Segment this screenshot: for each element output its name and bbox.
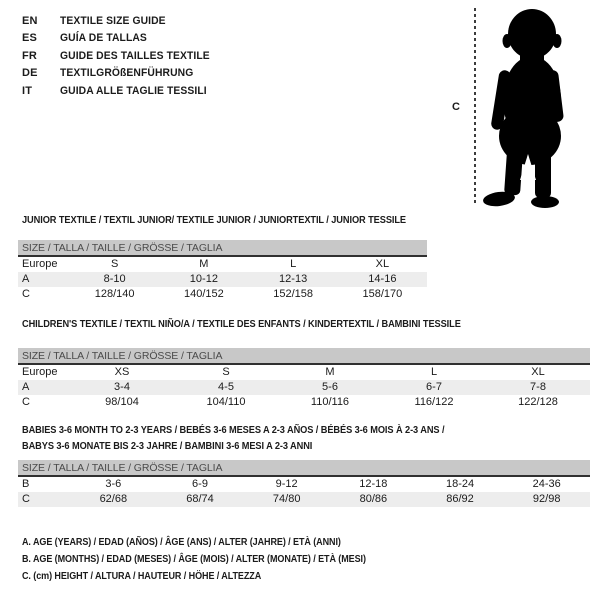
age-cell: 24-36 — [532, 478, 561, 490]
height-cell: 86/92 — [446, 493, 474, 505]
age-cell: 18-24 — [445, 478, 475, 490]
guide-title-fr: GUIDE DES TAILLES TEXTILE — [60, 49, 210, 62]
table-row-europe: Europe XS S M L XL — [18, 365, 590, 380]
note-height-cm: C. (cm) HEIGHT / ALTURA / HAUTEUR / HÖHE… — [22, 570, 262, 582]
size-cell: S — [222, 366, 230, 378]
language-row-fr: FR GUIDE DES TAILLES TEXTILE — [22, 47, 219, 65]
section-title-children: CHILDREN'S TEXTILE / TEXTIL NIÑO/A / TEX… — [22, 318, 461, 330]
language-row-de: DE TEXTILGRÖßENFÜHRUNG — [22, 65, 219, 83]
table-row-height: C 128/140 140/152 152/158 158/170 — [18, 287, 427, 302]
age-cell: 7-8 — [530, 381, 546, 393]
row-label: A — [22, 381, 30, 393]
guide-title-de: TEXTILGRÖßENFÜHRUNG — [60, 67, 194, 80]
size-cell: L — [430, 366, 438, 378]
height-cell: 128/140 — [94, 288, 135, 300]
table-row-height: C 98/104 104/110 110/116 116/122 122/128 — [18, 395, 590, 410]
toddler-silhouette-icon — [483, 9, 564, 208]
age-cell: 6-9 — [192, 478, 208, 490]
guide-title-en: TEXTILE SIZE GUIDE — [60, 14, 166, 27]
table-row-age: A 8-10 10-12 12-13 14-16 — [18, 272, 427, 287]
language-row-es: ES GUÍA DE TALLAS — [22, 30, 219, 48]
row-label: C — [22, 288, 30, 300]
size-cell: XS — [114, 366, 130, 378]
height-cell: 62/68 — [99, 493, 128, 505]
size-cell: M — [199, 258, 209, 270]
guide-title-es: GUÍA DE TALLAS — [60, 32, 147, 45]
height-cell: 158/170 — [362, 288, 403, 300]
height-cell: 140/152 — [183, 288, 224, 300]
children-size-table: SIZE / TALLA / TAILLE / GRÖSSE / TAGLIA … — [18, 348, 590, 410]
language-code: DE — [22, 67, 38, 80]
size-cell: M — [325, 366, 335, 378]
guide-title-it: GUIDA ALLE TAGLIE TESSILI — [60, 84, 207, 97]
note-age-years: A. AGE (YEARS) / EDAD (AÑOS) / ÂGE (ANS)… — [22, 536, 341, 548]
age-cell: 6-7 — [426, 381, 442, 393]
age-cell: 4-5 — [218, 381, 234, 393]
size-cell: XL — [375, 258, 390, 270]
size-cell: S — [110, 258, 119, 270]
junior-size-table: SIZE / TALLA / TAILLE / GRÖSSE / TAGLIA … — [18, 240, 427, 302]
section-title-babies-line1: BABIES 3-6 MONTH TO 2-3 YEARS / BEBÉS 3-… — [22, 424, 445, 436]
table-row-height: C 62/68 68/74 74/80 80/86 86/92 92/98 — [18, 492, 590, 507]
section-title-junior: JUNIOR TEXTILE / TEXTIL JUNIOR/ TEXTILE … — [22, 214, 407, 226]
height-cell: 98/104 — [105, 396, 139, 408]
section-title-babies-line2: BABYS 3-6 MONATE BIS 2-3 JAHRE / BAMBINI… — [22, 440, 313, 452]
legend-notes: A. AGE (YEARS) / EDAD (AÑOS) / ÂGE (ANS)… — [22, 534, 422, 585]
table-row-age: A 3-4 4-5 5-6 6-7 7-8 — [18, 380, 590, 395]
height-cell: 74/80 — [272, 493, 301, 505]
height-marker-label: C — [452, 101, 460, 113]
row-label: Europe — [22, 258, 58, 270]
row-label: Europe — [22, 366, 58, 378]
language-code: ES — [22, 32, 38, 45]
size-header-row: SIZE / TALLA / TAILLE / GRÖSSE / TAGLIA — [18, 460, 590, 477]
age-cell: 3-4 — [114, 381, 130, 393]
height-cell: 110/116 — [310, 396, 350, 408]
row-label: B — [22, 478, 30, 490]
size-cell: L — [290, 258, 297, 270]
size-cell: XL — [531, 366, 545, 378]
height-measure-dashed-line — [474, 8, 476, 206]
language-title-list: EN TEXTILE SIZE GUIDE ES GUÍA DE TALLAS … — [22, 12, 219, 100]
height-cell: 68/74 — [186, 493, 214, 505]
age-cell: 3-6 — [105, 478, 122, 490]
age-cell: 8-10 — [103, 273, 126, 285]
age-cell: 9-12 — [275, 478, 298, 490]
row-label: C — [22, 396, 30, 408]
row-label: C — [22, 493, 30, 505]
size-header-row: SIZE / TALLA / TAILLE / GRÖSSE / TAGLIA — [18, 240, 427, 257]
note-age-months: B. AGE (MONTHS) / EDAD (MESES) / ÂGE (MO… — [22, 553, 366, 565]
height-cell: 80/86 — [359, 493, 388, 505]
height-cell: 152/158 — [273, 288, 313, 300]
table-row-age-months: B 3-6 6-9 9-12 12-18 18-24 24-36 — [18, 477, 590, 492]
height-cell: 116/122 — [414, 396, 454, 408]
age-cell: 12-13 — [279, 273, 308, 285]
age-cell: 10-12 — [189, 273, 218, 285]
height-cell: 104/110 — [206, 396, 246, 408]
language-code: EN — [22, 14, 38, 27]
height-cell: 122/128 — [518, 396, 558, 408]
age-cell: 12-18 — [359, 478, 388, 490]
size-header-row: SIZE / TALLA / TAILLE / GRÖSSE / TAGLIA — [18, 348, 590, 365]
table-row-europe: Europe S M L XL — [18, 257, 427, 272]
age-cell: 14-16 — [368, 273, 397, 285]
height-cell: 92/98 — [532, 493, 561, 505]
row-label: A — [22, 273, 30, 285]
language-row-it: IT GUIDA ALLE TAGLIE TESSILI — [22, 82, 219, 100]
language-row-en: EN TEXTILE SIZE GUIDE — [22, 12, 219, 30]
language-code: FR — [22, 49, 38, 62]
babies-size-table: SIZE / TALLA / TAILLE / GRÖSSE / TAGLIA … — [18, 460, 590, 507]
age-cell: 5-6 — [322, 381, 338, 393]
section-title-babies: BABIES 3-6 MONTH TO 2-3 YEARS / BEBÉS 3-… — [22, 422, 445, 454]
language-code: IT — [22, 84, 33, 97]
